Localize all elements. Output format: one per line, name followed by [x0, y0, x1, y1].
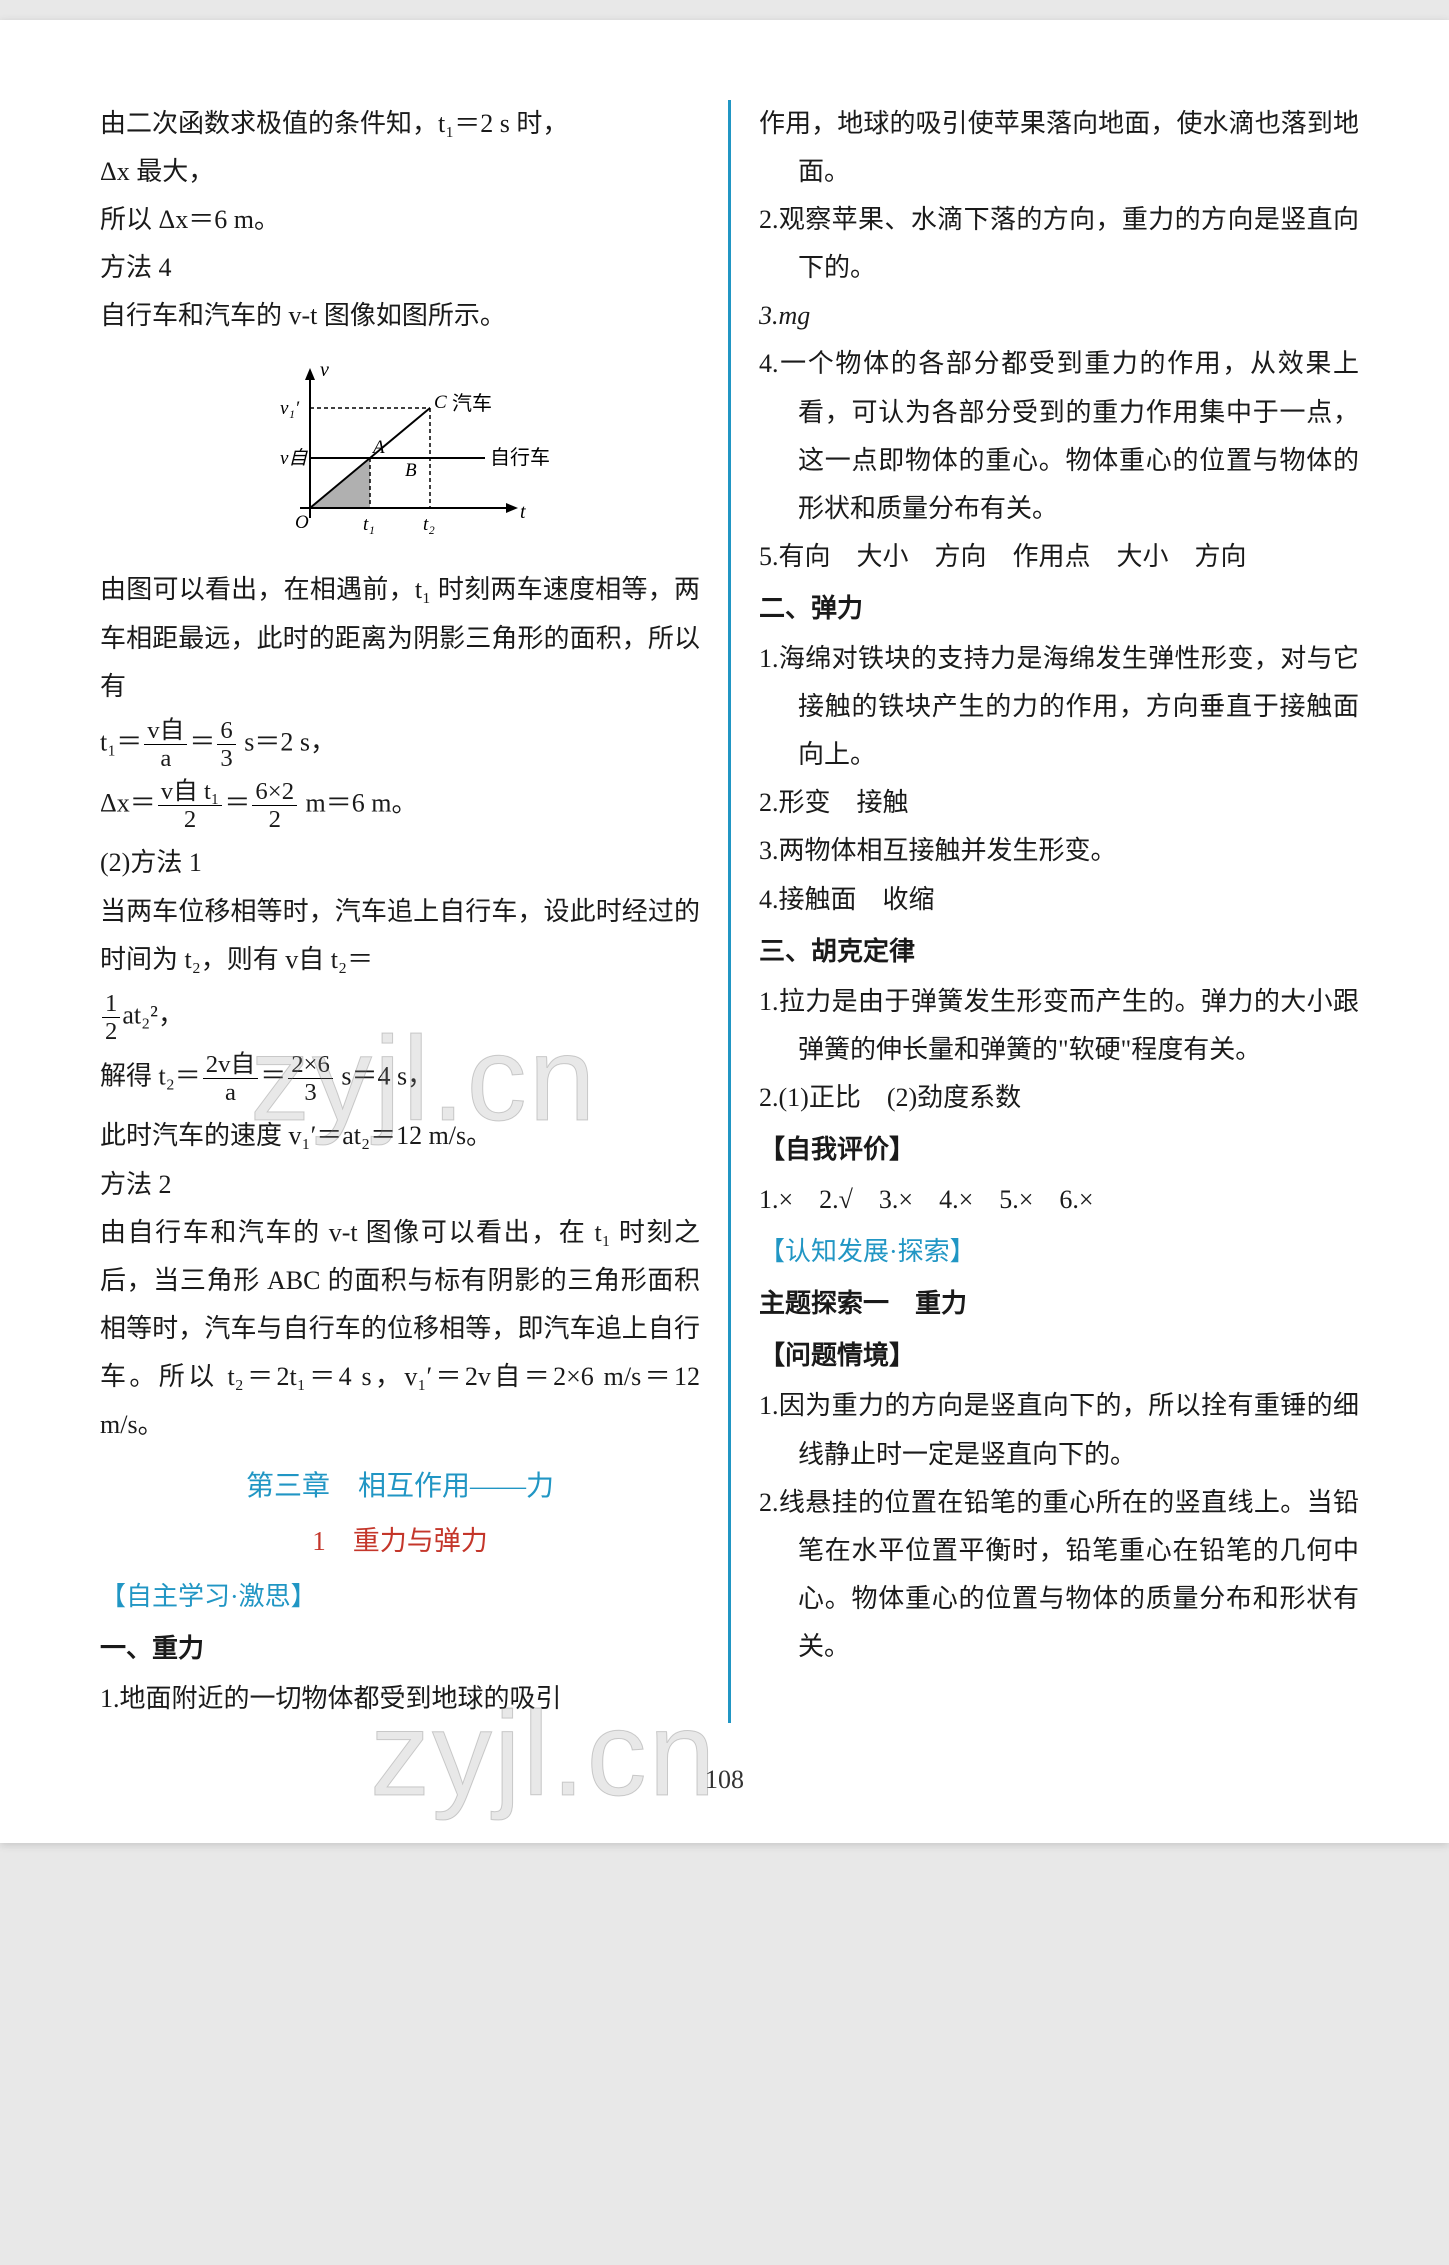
- paragraph: 1.× 2.√ 3.× 4.× 5.× 6.×: [759, 1176, 1359, 1224]
- eq-den: a: [144, 745, 187, 772]
- paragraph: 由自行车和汽车的 v-t 图像可以看出，在 t₁ 时刻之后，当三角形 ABC 的…: [100, 1209, 700, 1449]
- paragraph: 2.形变 接触: [759, 779, 1359, 827]
- point-a: A: [371, 437, 385, 458]
- paragraph: 5.有向 大小 方向 作用点 大小 方向: [759, 533, 1359, 581]
- eq-num: 2v自: [203, 1051, 258, 1079]
- eq-text: Δx＝: [100, 789, 156, 818]
- paragraph: 1.海绵对铁块的支持力是海绵发生弹性形变，对与它接触的铁块产生的力的作用，方向垂…: [759, 635, 1359, 779]
- eq-num: 6: [217, 717, 235, 745]
- paragraph: 3.mg: [759, 292, 1359, 340]
- subheading: 二、弹力: [759, 585, 1359, 633]
- t2-label: t₂: [423, 514, 435, 535]
- paragraph: 2.线悬挂的位置在铅笔的重心所在的竖直线上。当铅笔在水平位置平衡时，铅笔重心在铅…: [759, 1479, 1359, 1671]
- eq-num: 1: [102, 990, 120, 1018]
- equation-half-at2: 12at₂²，: [100, 990, 700, 1045]
- eq-text: 解得 t₂＝: [100, 1062, 201, 1091]
- eq-den: 3: [217, 745, 235, 772]
- page: 由二次函数求极值的条件知，t₁＝2 s 时， Δx 最大， 所以 Δx＝6 m。…: [0, 20, 1449, 1843]
- two-column-layout: 由二次函数求极值的条件知，t₁＝2 s 时， Δx 最大， 所以 Δx＝6 m。…: [100, 100, 1359, 1723]
- subheading: 主题探索一 重力: [759, 1280, 1359, 1328]
- page-number: 108: [705, 1765, 744, 1795]
- eq-den: 2: [102, 1018, 120, 1045]
- eq-num: v自 t₁: [158, 778, 223, 806]
- paragraph: 4.接触面 收缩: [759, 876, 1359, 924]
- axis-v-label: v: [320, 359, 329, 381]
- origin-label: O: [295, 512, 309, 533]
- paragraph: 2.(1)正比 (2)劲度系数: [759, 1074, 1359, 1122]
- paragraph: 4.一个物体的各部分都受到重力的作用，从效果上看，可认为各部分受到的重力作用集中…: [759, 340, 1359, 532]
- paragraph: 所以 Δx＝6 m。: [100, 196, 700, 244]
- eq-text: t₁＝: [100, 727, 142, 756]
- equation-t2: 解得 t₂＝2v自a＝2×63 s＝4 s，: [100, 1051, 700, 1106]
- paragraph: 1.地面附近的一切物体都受到地球的吸引: [100, 1675, 700, 1723]
- point-c: C: [434, 392, 447, 413]
- t1-label: t₁: [363, 514, 375, 535]
- equation-t1: t₁＝v自a＝63 s＝2 s，: [100, 717, 700, 772]
- paragraph: 当两车位移相等时，汽车追上自行车，设此时经过的时间为 t₂，则有 v自 t₂＝: [100, 888, 700, 984]
- blue-tag: 【自主学习·激思】: [100, 1573, 700, 1621]
- eq-text: s＝4 s，: [335, 1062, 433, 1091]
- eq-text: ＝: [260, 1062, 286, 1091]
- section-title: 1 重力与弹力: [100, 1517, 700, 1567]
- eq-num: v自: [144, 717, 187, 745]
- equation-dx: Δx＝v自 t₁2＝6×22 m＝6 m。: [100, 778, 700, 833]
- paragraph: 3.两物体相互接触并发生形变。: [759, 827, 1359, 875]
- paragraph: 1.因为重力的方向是竖直向下的，所以拴有重锤的细线静止时一定是竖直向下的。: [759, 1382, 1359, 1478]
- paragraph: 1.拉力是由于弹簧发生形变而产生的。弹力的大小跟弹簧的伸长量和弹簧的"软硬"程度…: [759, 978, 1359, 1074]
- eq-den: a: [203, 1079, 258, 1106]
- eq-den: 2: [158, 806, 223, 833]
- car-label: 汽车: [452, 392, 492, 415]
- subheading: 三、胡克定律: [759, 928, 1359, 976]
- paragraph: 2.观察苹果、水滴下落的方向，重力的方向是竖直向下的。: [759, 196, 1359, 292]
- paragraph: 由二次函数求极值的条件知，t₁＝2 s 时，: [100, 100, 700, 148]
- eq-num: 2×6: [288, 1051, 333, 1079]
- paragraph: 由图可以看出，在相遇前，t₁ 时刻两车速度相等，两车相距最远，此时的距离为阴影三…: [100, 566, 700, 710]
- vzi-label: v自: [280, 448, 308, 469]
- paragraph: 此时汽车的速度 v₁′＝at₂＝12 m/s。: [100, 1112, 700, 1160]
- vt-chart: v t v₁′ v自 A B C 汽车 自行车 O t₁ t₂: [100, 358, 700, 548]
- v1prime-label: v₁′: [280, 398, 300, 419]
- blue-tag: 【认知发展·探索】: [759, 1228, 1359, 1276]
- left-column: 由二次函数求极值的条件知，t₁＝2 s 时， Δx 最大， 所以 Δx＝6 m。…: [100, 100, 728, 1723]
- subheading: 一、重力: [100, 1625, 700, 1673]
- eq-text: s＝2 s，: [238, 727, 336, 756]
- point-b: B: [405, 460, 417, 481]
- paragraph: 方法 2: [100, 1161, 700, 1209]
- eq-text: at₂²，: [122, 1000, 184, 1029]
- black-tag: 【问题情境】: [759, 1332, 1359, 1380]
- eq-text: ＝: [224, 789, 250, 818]
- black-tag: 【自我评价】: [759, 1126, 1359, 1174]
- axis-t-label: t: [520, 501, 526, 523]
- eq-den: 3: [288, 1079, 333, 1106]
- paragraph: (2)方法 1: [100, 839, 700, 887]
- vt-chart-svg: v t v₁′ v自 A B C 汽车 自行车 O t₁ t₂: [250, 358, 550, 548]
- chapter-title: 第三章 相互作用——力: [100, 1463, 700, 1511]
- paragraph: 方法 4: [100, 244, 700, 292]
- eq-num: 6×2: [252, 778, 297, 806]
- paragraph: 作用，地球的吸引使苹果落向地面，使水滴也落到地面。: [759, 100, 1359, 196]
- paragraph: 自行车和汽车的 v-t 图像如图所示。: [100, 292, 700, 340]
- eq-den: 2: [252, 806, 297, 833]
- right-column: 作用，地球的吸引使苹果落向地面，使水滴也落到地面。 2.观察苹果、水滴下落的方向…: [731, 100, 1359, 1723]
- paragraph: Δx 最大，: [100, 148, 700, 196]
- inline-text: 3.mg: [759, 301, 810, 330]
- bike-label: 自行车: [490, 446, 550, 469]
- eq-text: m＝6 m。: [299, 789, 417, 818]
- eq-text: ＝: [189, 727, 215, 756]
